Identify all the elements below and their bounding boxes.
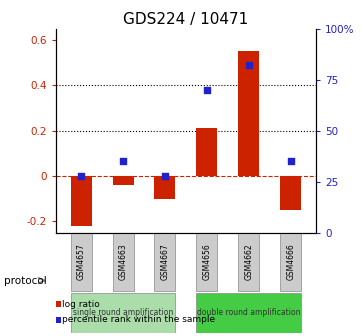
Bar: [238, 51, 259, 176]
Text: GSM4662: GSM4662: [244, 244, 253, 280]
Bar: [71, 293, 175, 333]
Bar: [196, 233, 217, 291]
Bar: [71, 233, 92, 291]
Bar: [196, 293, 301, 333]
Point: [246, 62, 252, 68]
Text: GSM4663: GSM4663: [118, 243, 127, 280]
Text: log ratio: log ratio: [62, 300, 100, 308]
Bar: [238, 233, 259, 291]
Bar: [155, 233, 175, 291]
Bar: [71, 176, 92, 226]
Point: [120, 159, 126, 164]
Point: [204, 87, 210, 92]
Text: GSM4656: GSM4656: [203, 243, 212, 280]
Bar: [56, 301, 61, 307]
Bar: [113, 233, 134, 291]
Bar: [113, 176, 134, 185]
Point: [288, 159, 293, 164]
Text: double round amplification: double round amplification: [197, 308, 301, 317]
Point: [162, 173, 168, 178]
Bar: [280, 233, 301, 291]
Title: GDS224 / 10471: GDS224 / 10471: [123, 12, 248, 28]
Point: [78, 173, 84, 178]
Bar: [56, 317, 61, 323]
Bar: [155, 176, 175, 199]
Text: percentile rank within the sample: percentile rank within the sample: [62, 316, 216, 324]
Text: GSM4657: GSM4657: [77, 243, 86, 280]
Bar: [280, 176, 301, 210]
Text: protocol: protocol: [4, 276, 46, 286]
Text: GSM4666: GSM4666: [286, 243, 295, 280]
Bar: [196, 128, 217, 176]
Text: single round amplification: single round amplification: [73, 308, 173, 317]
Text: GSM4667: GSM4667: [160, 243, 169, 280]
